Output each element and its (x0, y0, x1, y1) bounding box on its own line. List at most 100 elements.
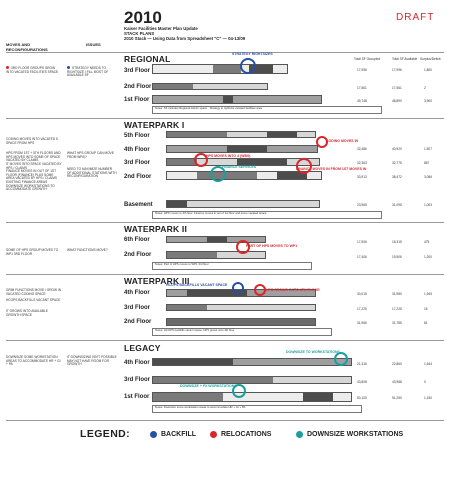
floor-label: 2nd Floor (124, 84, 152, 90)
draft-label: DRAFT (396, 12, 435, 23)
legend-item-backfill: BACKFILL (150, 431, 196, 438)
callout-label: PART OF HPS MOVES TO WP1 (246, 244, 298, 248)
relocation-marker (194, 153, 208, 167)
floor-bar (166, 318, 316, 326)
subtitle-line-3: 2010 Stack — Using Data from Spreadsheet… (124, 36, 246, 41)
floor-label: 2nd Floor (124, 174, 152, 180)
move-note: HPS FROM 1ST + 5TH FLOORS AND HPS MOVES … (6, 151, 61, 163)
section-divider (6, 52, 444, 53)
legend-item-relocations: RELOCATIONS (210, 431, 271, 438)
relocations-dot-icon (210, 431, 217, 438)
section-divider (6, 222, 444, 223)
callout-label: DOWNSIZE + FX WORKSTATIONS (180, 384, 237, 388)
callout-label: CODING MOVES IN (326, 139, 359, 143)
floor-label: 1st Floor (124, 394, 150, 400)
section-divider (6, 274, 444, 275)
floor-label: 3rd Floor (124, 68, 151, 74)
floor-label: 2nd Floor (124, 319, 152, 325)
callout-label: HPS MOVES INTO 4 (WBS) (206, 154, 251, 158)
issue-note: IT DOWNSIZING ISN'T POSSIBLE MAY NOT HAV… (67, 355, 117, 367)
floor-bar (152, 64, 288, 74)
backfill-marker (232, 282, 244, 294)
floor-label: 5th Floor (124, 133, 150, 139)
floor-bar (166, 304, 316, 311)
floor-label: 6th Floor (124, 237, 150, 243)
issue-note: WHAT HPS GROUP CAN MOVE FROM WP/II? (67, 151, 114, 159)
issue-note: WHAT FUNCTIONS MOVE? (67, 248, 108, 252)
relocation-marker (236, 240, 250, 254)
floor-label: 2nd Floor (124, 252, 152, 258)
section-divider (6, 420, 444, 421)
section-divider (6, 340, 444, 341)
move-note: HCOPS BACKFILLS VACANT SPACE (6, 298, 61, 302)
subtitle-line-1: Kaiser Facilities Master Plan Update (124, 26, 198, 31)
callout-label: FINANCE SERVICES (222, 165, 257, 169)
floor-label: Basement (124, 202, 153, 208)
floor-bar (166, 158, 320, 166)
downsize-dot-icon (296, 431, 303, 438)
floor-bar (152, 392, 352, 402)
subtitle-line-2: STACK PLANS (124, 31, 155, 36)
relocation-marker (316, 136, 328, 148)
move-note: CODING MOVES INTO VACATED 5 SPACE FROM H… (6, 137, 58, 145)
move-note: DOWNSIZE SOME WORKSTATION AREAS TO ACCOM… (6, 355, 61, 367)
floor-bar (166, 131, 316, 138)
floor-notes-box: Notes: HPS moves to 4th floor; Finance m… (152, 211, 382, 219)
callout-label: HCOPS BACKFILLS VACANT SPACE (166, 283, 228, 287)
floor-notes-box: Notes: SF includes Regional Admin space … (152, 106, 382, 114)
page-year: 2010 (124, 8, 162, 27)
floor-label: 1st Floor (124, 97, 150, 103)
issue-note: STRATEGY NEEDS TO RIGHTSIZE / FILL MOST … (67, 66, 109, 78)
floor-notes-box: Notes: Downsize some workstation areas t… (152, 405, 362, 413)
downsize-marker (334, 352, 348, 366)
section-title-regional: REGIONAL (124, 54, 171, 64)
floor-label: 4th Floor (124, 147, 150, 153)
section-title-waterpark-1: WATERPARK I (124, 120, 185, 130)
col-header-surplus: Surplus/Deficit (420, 57, 441, 61)
legend-item-downsize: DOWNSIZE WORKSTATIONS (296, 431, 403, 438)
floor-notes-box: Notes: Part of HPS moves to WP1 3rd floo… (152, 262, 312, 270)
move-note: 3RD FLOOR GROUPS GROW INTO VACATED FACIL… (6, 66, 59, 74)
floor-bar (152, 358, 352, 366)
callout-label: HPS GROWS ONTO 4TH FLOOR (266, 288, 320, 292)
floor-bar (166, 200, 320, 208)
backfill-dot-icon (150, 431, 157, 438)
move-note: IT MOVES INTO SPACE VACATED BY HPS / CLA… (6, 162, 62, 170)
move-note: IT GROWS INTO AVAILABLE GROWTH SPACE (6, 309, 48, 317)
floor-bar (152, 376, 352, 384)
callout-label: DOWNSIZE TO WORKSTATIONS (286, 350, 340, 354)
backfill-marker (240, 58, 256, 74)
section-title-waterpark-3: WATERPARK III (124, 276, 190, 286)
col-header-available: Total SF Available (392, 57, 418, 61)
move-note: FINANCE MOVES IN OUT OF 1ST FLOOR (FINAN… (6, 169, 58, 181)
move-note: EXISTING FINANCE AREAS DOWNSIZE WORKSTAT… (6, 180, 55, 192)
downsize-marker (210, 166, 226, 182)
relocation-marker (296, 158, 312, 174)
downsize-marker (232, 384, 246, 398)
floor-bar (166, 251, 266, 259)
floor-label: 4th Floor (124, 360, 150, 366)
floor-label: 4th Floor (124, 290, 150, 296)
section-divider (6, 118, 444, 119)
issue-note: NEED TO MAXIMIZE NUMBER OF ADDITIONAL ST… (67, 167, 117, 179)
floor-bar (152, 83, 268, 90)
floor-bar (166, 171, 322, 180)
floor-label: 3rd Floor (124, 305, 151, 311)
move-note: SOME OF HPS GROUP MOVES TO WP1 3RD FLOOR (6, 248, 59, 256)
legend-title: LEGEND: (80, 428, 131, 440)
floor-bar (166, 145, 318, 153)
floor-notes-box: Notes: HCOPS backfills vacant space; HPS… (152, 328, 332, 336)
floor-bar (166, 236, 266, 243)
callout-label: STRATEGY RIGHTSIZES (232, 52, 273, 56)
floor-label: 3rd Floor (124, 377, 151, 383)
relocation-marker (254, 284, 266, 296)
moves-column-header: MOVES AND RECONFIGURATIONS (6, 42, 48, 52)
section-title-waterpark-2: WATERPARK II (124, 224, 187, 234)
floor-label: 3rd Floor (124, 160, 151, 166)
col-header-occupied: Total SF Occupied (354, 57, 381, 61)
floor-bar (152, 95, 322, 104)
move-note: GRIM FUNCTIONS MOVE / GROW IN VACATED CO… (6, 288, 62, 296)
callout-label: FINANCE MOVES IN FROM 1ST MOVES IN (296, 167, 367, 171)
section-title-legacy: LEGACY (124, 343, 161, 353)
issues-column-header: ISSUES (86, 42, 101, 47)
